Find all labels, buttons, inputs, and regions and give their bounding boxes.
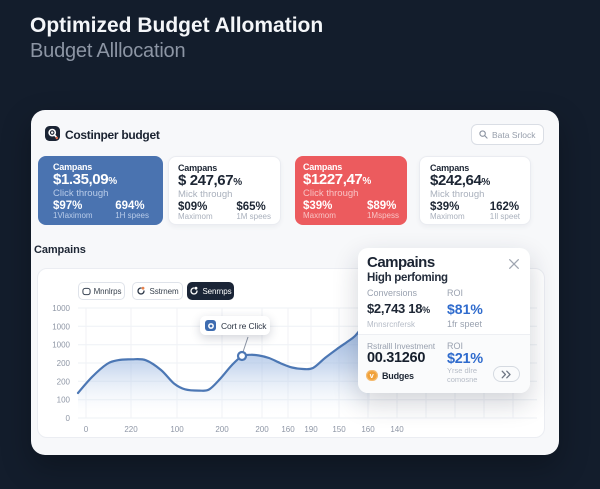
- svg-text:0: 0: [84, 425, 89, 434]
- svg-text:140: 140: [390, 425, 404, 434]
- svg-text:100: 100: [170, 425, 184, 434]
- svg-text:1000: 1000: [52, 322, 70, 331]
- svg-text:160: 160: [281, 425, 295, 434]
- svg-text:220: 220: [124, 425, 138, 434]
- svg-text:160: 160: [361, 425, 375, 434]
- svg-text:1000: 1000: [52, 304, 70, 313]
- svg-text:200: 200: [255, 425, 269, 434]
- svg-text:190: 190: [304, 425, 318, 434]
- svg-text:200: 200: [215, 425, 229, 434]
- svg-text:200: 200: [57, 377, 71, 386]
- svg-text:100: 100: [57, 396, 71, 405]
- svg-text:0: 0: [66, 414, 71, 423]
- svg-text:1000: 1000: [52, 341, 70, 350]
- svg-text:150: 150: [332, 425, 346, 434]
- svg-text:200: 200: [57, 359, 71, 368]
